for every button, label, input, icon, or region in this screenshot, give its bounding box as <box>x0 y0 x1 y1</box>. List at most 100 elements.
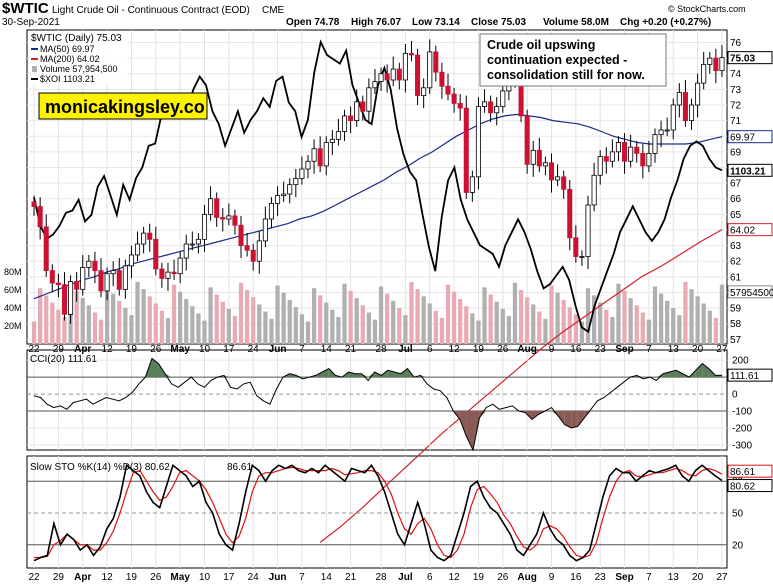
volume-bar <box>671 308 676 344</box>
candle-body <box>171 271 177 275</box>
candle-body <box>61 284 68 315</box>
cci-last-tag-box <box>727 368 773 382</box>
volume-bar <box>494 301 499 344</box>
x-tick-label: May <box>170 344 190 355</box>
volume-tick-label: 40M <box>4 303 22 313</box>
volume-bar <box>518 290 524 344</box>
candle-body <box>159 268 165 279</box>
candle-body <box>682 92 688 122</box>
volume-bar <box>80 298 85 344</box>
volume-bar <box>171 284 177 344</box>
candle-body <box>415 54 421 97</box>
cci-neg-fill <box>558 411 565 425</box>
last-ma200-tag: 64.02 <box>730 226 755 237</box>
x-tick-label-bottom: 6 <box>427 572 433 583</box>
candle-body <box>281 193 287 196</box>
volume-bar <box>397 308 402 344</box>
candle-body <box>329 138 335 143</box>
x-tick-label: 13 <box>668 344 680 355</box>
volume-bar <box>129 315 134 344</box>
volume-bar <box>324 302 329 344</box>
cci-neg-fill <box>551 411 559 417</box>
last-close-tag-box <box>727 51 773 65</box>
volume-bar <box>525 297 530 344</box>
candle-body <box>208 198 214 215</box>
volume-bar <box>56 309 61 344</box>
candle-body <box>500 90 506 107</box>
x-tick-label-bottom: 28 <box>375 572 387 583</box>
candle-body <box>676 92 682 106</box>
x-tick-label-bottom: May <box>170 572 190 583</box>
volume-bar <box>226 308 231 344</box>
volume-bar <box>135 281 140 344</box>
volume-bar <box>573 314 578 344</box>
ma50-line <box>33 113 723 300</box>
candle-body <box>603 156 609 162</box>
last-volume-tag-box <box>727 285 773 299</box>
exchange-label: CME <box>262 5 285 16</box>
candle-body <box>341 115 348 132</box>
volume-bar <box>74 290 79 344</box>
volume-bar <box>360 305 365 344</box>
sto-label: Slow STO %K(14) %D(3) 80.62, <box>30 462 173 473</box>
candle-body <box>664 129 670 132</box>
volume-bar <box>646 319 652 344</box>
candle-body <box>378 73 384 82</box>
x-tick-label: Jun <box>269 344 287 355</box>
x-tick-label-bottom: 10 <box>199 572 211 583</box>
candle-body <box>165 271 171 279</box>
volume-bar <box>701 303 706 344</box>
candle-body <box>98 270 104 292</box>
volume-bar <box>366 312 371 344</box>
ma200-line <box>319 229 723 543</box>
x-tick-label: 10 <box>199 344 211 355</box>
legend-main: $WTIC (Daily) 75.03 <box>31 33 122 44</box>
candle-body <box>299 168 305 179</box>
volume-bar <box>141 289 146 344</box>
cci-panel <box>26 349 728 451</box>
x-tick-label: 21 <box>345 344 357 355</box>
x-tick-label: 7 <box>646 344 652 355</box>
cci-pos-fill <box>151 358 159 378</box>
candle-body <box>80 267 86 290</box>
cci-tick-label: -100 <box>732 407 752 418</box>
volume-bar <box>451 291 457 344</box>
candle-body <box>427 51 433 89</box>
candle-body <box>135 243 141 256</box>
x-tick-label: 14 <box>321 344 333 355</box>
volume-bar <box>257 304 262 344</box>
xoi-line <box>33 39 723 334</box>
x-tick-label-bottom: 12 <box>449 572 461 583</box>
x-tick-label: 19 <box>473 344 485 355</box>
volume-bar <box>202 320 207 344</box>
volume-bar <box>385 293 390 344</box>
volume-bar <box>585 288 591 344</box>
volume-bar <box>92 312 98 344</box>
volume-bar <box>354 298 359 344</box>
volume-tick-label: 60M <box>4 285 22 295</box>
x-tick-label: 29 <box>53 344 65 355</box>
volume-bar <box>658 293 664 344</box>
price-tick-label: 61 <box>730 272 742 283</box>
candle-body <box>220 217 226 220</box>
volume-bar <box>713 317 718 344</box>
last-xoi-tag-box <box>727 163 773 177</box>
annotation-line-1: Crude oil upswing <box>487 38 595 52</box>
volume-bar <box>488 294 493 344</box>
volume-bar <box>433 310 438 344</box>
candle-body <box>141 232 147 245</box>
candle-body <box>287 184 293 195</box>
volume-bar <box>458 299 463 344</box>
x-tick-label: 12 <box>449 344 461 355</box>
candle-body <box>68 281 74 315</box>
candle-body <box>628 146 634 162</box>
candle-body <box>244 245 250 251</box>
candle-body <box>147 232 153 240</box>
x-tick-label: Aug <box>517 344 536 355</box>
volume-bar <box>549 285 554 344</box>
volume-bar <box>293 307 298 344</box>
candle-body <box>31 201 37 207</box>
last-volume-tag: 57954500 <box>730 288 773 299</box>
volume-bar <box>622 290 627 344</box>
volume-bar <box>531 304 536 344</box>
